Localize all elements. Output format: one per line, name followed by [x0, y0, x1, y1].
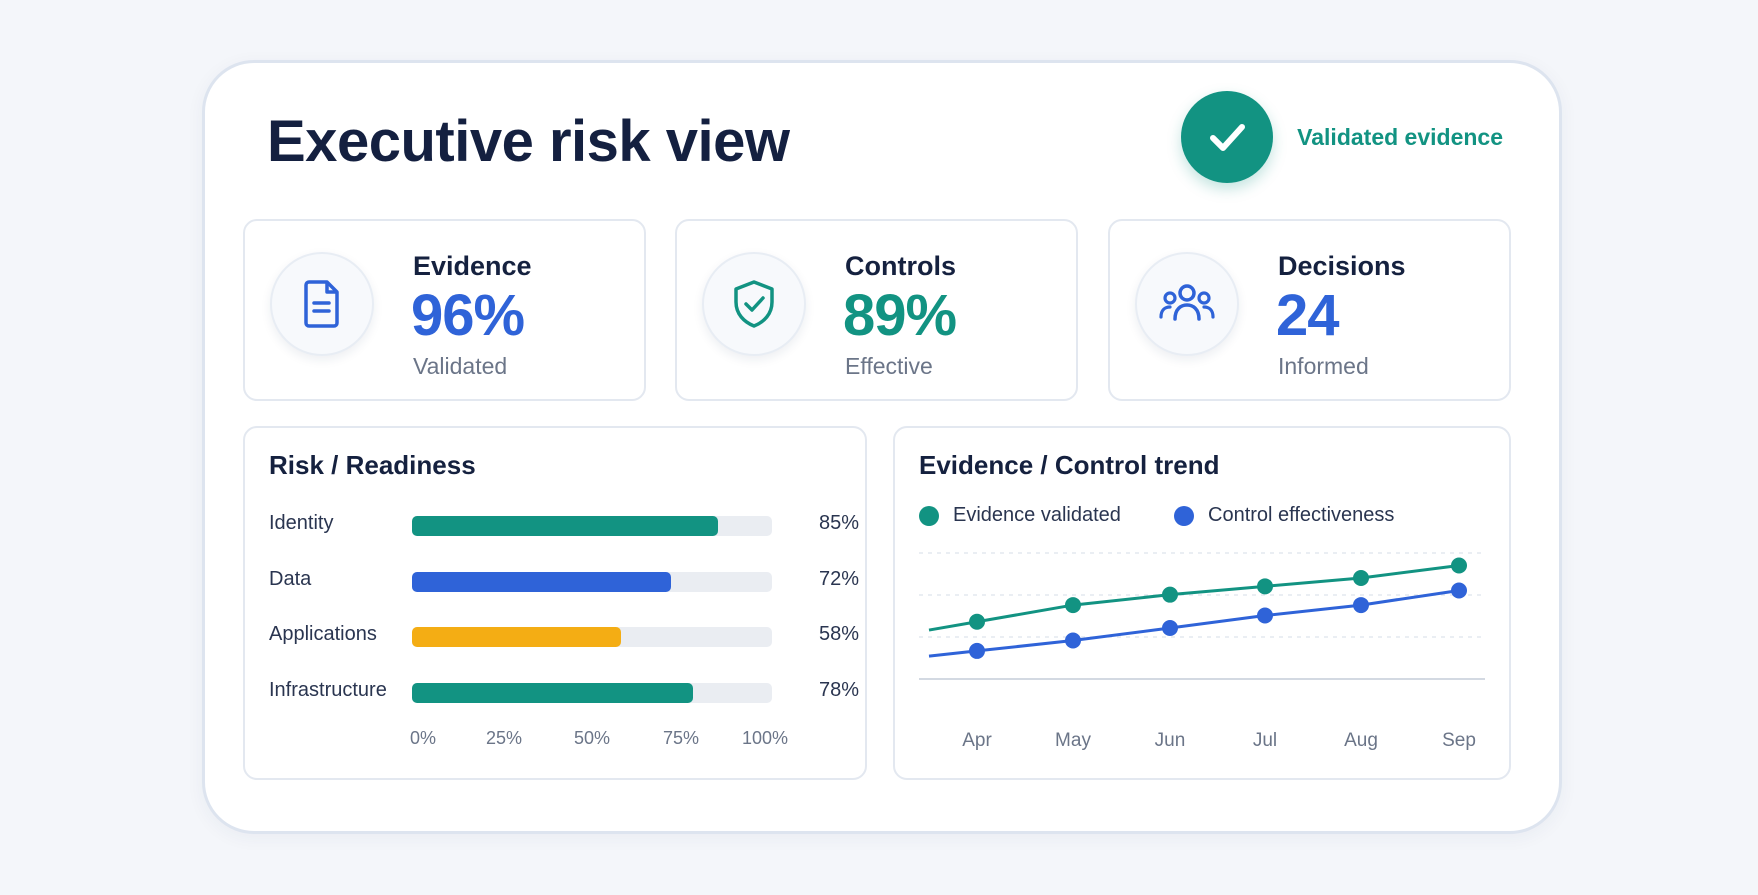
kpi-value: 89% [843, 283, 957, 348]
bar-label: Identity [269, 512, 334, 534]
kpi-label: Evidence [413, 251, 532, 281]
bar-label: Infrastructure [269, 679, 387, 701]
validated-badge: Validated evidence [1181, 91, 1503, 183]
kpi-value: 96% [411, 283, 525, 348]
axis-tick: 75% [662, 728, 700, 748]
shield-check-icon [702, 252, 806, 356]
kpi-card-controls[interactable]: Controls 89% Effective [675, 219, 1078, 401]
dashboard-card: Executive risk view Validated evidence E… [202, 60, 1562, 834]
data-point[interactable] [1257, 578, 1273, 595]
kpi-sublabel: Effective [845, 353, 933, 379]
trend-chart [919, 552, 1485, 680]
bar-fill [412, 516, 718, 536]
bar-label: Data [269, 568, 312, 590]
kpi-value: 24 [1276, 283, 1340, 348]
series-line-1 [928, 589, 1460, 658]
bar-track [412, 516, 772, 536]
bar-row-identity[interactable]: Identity 85% [269, 510, 859, 540]
kpi-card-decisions[interactable]: Decisions 24 Informed [1108, 219, 1511, 401]
x-tick-label: Apr [962, 730, 992, 751]
x-tick-label: Jun [1154, 730, 1186, 751]
bar-percent: 78% [819, 679, 860, 701]
legend-item-evidence[interactable]: Evidence validated [919, 504, 1121, 527]
kpi-sublabel: Validated [413, 353, 508, 379]
x-tick-label: Aug [1344, 730, 1378, 751]
data-point[interactable] [969, 613, 985, 630]
bar-fill [412, 572, 672, 592]
document-icon [270, 252, 374, 356]
panel-title: Risk / Readiness [269, 450, 476, 480]
axis-tick: 25% [485, 728, 523, 748]
axis-tick: 100% [741, 728, 789, 748]
kpi-label: Controls [845, 251, 956, 281]
bar-percent: 72% [819, 568, 860, 590]
kpi-card-evidence[interactable]: Evidence 96% Validated [243, 219, 646, 401]
bar-row-data[interactable]: Data 72% [269, 566, 859, 596]
data-point[interactable] [1162, 586, 1178, 603]
legend-swatch [919, 505, 939, 526]
bar-percent: 58% [819, 623, 860, 645]
bar-percent: 85% [819, 512, 860, 534]
data-point[interactable] [1353, 570, 1369, 586]
legend-label: Control effectiveness [1208, 504, 1395, 526]
axis-tick: 50% [573, 728, 611, 748]
users-icon [1135, 252, 1239, 356]
readiness-panel: Risk / Readiness Identity 85% Data 72% A… [243, 426, 867, 780]
check-icon [1181, 91, 1274, 183]
legend-swatch [1174, 505, 1194, 526]
data-point[interactable] [1353, 597, 1369, 614]
data-point[interactable] [1451, 557, 1467, 574]
bar-fill [412, 627, 621, 647]
bar-fill [412, 683, 693, 703]
x-tick-label: Sep [1442, 730, 1476, 751]
bar-track [412, 627, 772, 647]
data-point[interactable] [969, 642, 985, 659]
bar-row-infrastructure[interactable]: Infrastructure 78% [269, 677, 859, 707]
legend-item-controls[interactable]: Control effectiveness [1174, 504, 1394, 527]
data-point[interactable] [1451, 582, 1467, 599]
series-line-0 [928, 564, 1460, 632]
x-tick-label: May [1055, 730, 1091, 751]
kpi-label: Decisions [1278, 251, 1406, 281]
data-point[interactable] [1162, 620, 1178, 636]
axis-tick: 0% [409, 728, 437, 748]
chart-title: Evidence / Control trend [919, 450, 1220, 480]
page-title: Executive risk view [267, 109, 790, 174]
data-point[interactable] [1065, 632, 1081, 649]
bar-track [412, 572, 772, 592]
x-tick-label: Jul [1252, 730, 1278, 751]
bar-label: Applications [269, 623, 377, 645]
bar-track [412, 683, 772, 703]
kpi-sublabel: Informed [1278, 353, 1369, 379]
bar-row-applications[interactable]: Applications 58% [269, 621, 859, 651]
trend-panel: Evidence / Control trend Evidence valida… [893, 426, 1511, 780]
data-point[interactable] [1065, 597, 1081, 614]
legend-label: Evidence validated [953, 504, 1121, 526]
validated-label: Validated evidence [1297, 123, 1503, 150]
data-point[interactable] [1257, 607, 1273, 624]
